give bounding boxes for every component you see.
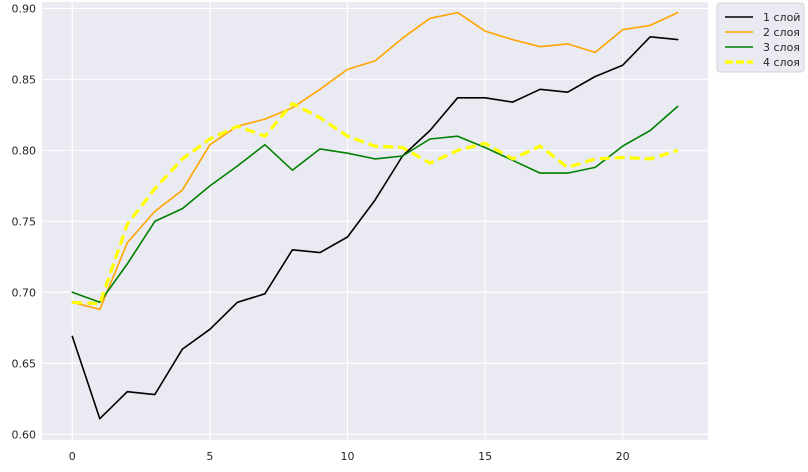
x-tick-label: 10 xyxy=(340,450,354,463)
legend-label-2: 2 слоя xyxy=(763,26,800,39)
y-tick-label: 0.80 xyxy=(12,144,37,157)
y-tick-label: 0.85 xyxy=(12,73,37,86)
legend-frame xyxy=(716,2,805,73)
legend-label-1: 1 слой xyxy=(763,11,800,24)
grid-lines xyxy=(42,2,708,440)
x-tick-label: 0 xyxy=(69,450,76,463)
y-tick-label: 0.65 xyxy=(12,357,37,370)
y-tick-label: 0.90 xyxy=(12,2,37,15)
x-tick-label: 5 xyxy=(206,450,213,463)
x-tick-label: 20 xyxy=(616,450,630,463)
legend-label-4: 4 слоя xyxy=(763,56,800,69)
series-line-3 xyxy=(71,105,679,304)
series-lines xyxy=(71,11,679,420)
y-tick-label: 0.75 xyxy=(12,215,37,228)
y-tick-label: 0.70 xyxy=(12,286,37,299)
legend: 1 слой 2 слоя 3 слоя 4 слоя xyxy=(716,2,805,73)
series-line-4 xyxy=(72,101,679,306)
x-tick-label: 15 xyxy=(478,450,492,463)
tick-labels: 0.60 0.65 0.70 0.75 0.80 0.85 0.90 0 5 10 15 20 xyxy=(12,2,630,463)
series-line-1 xyxy=(71,35,679,420)
legend-label-3: 3 слоя xyxy=(763,41,800,54)
y-tick-label: 0.60 xyxy=(12,428,37,441)
series-line-2 xyxy=(71,11,679,311)
